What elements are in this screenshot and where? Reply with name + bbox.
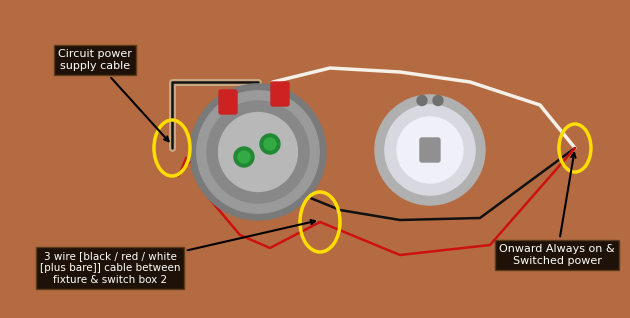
Circle shape [433, 95, 443, 106]
Circle shape [417, 95, 427, 106]
Circle shape [207, 101, 309, 203]
Polygon shape [178, 157, 190, 177]
Text: 3 wire [black / red / white
[plus bare]] cable between
fixture & switch box 2: 3 wire [black / red / white [plus bare]]… [40, 220, 315, 285]
Circle shape [385, 105, 475, 195]
FancyBboxPatch shape [271, 82, 289, 106]
Circle shape [219, 113, 297, 191]
FancyBboxPatch shape [219, 90, 237, 114]
Circle shape [375, 95, 485, 205]
Circle shape [397, 117, 463, 183]
Text: Circuit power
supply cable: Circuit power supply cable [58, 49, 169, 141]
Circle shape [197, 91, 319, 213]
Circle shape [260, 134, 280, 154]
Circle shape [190, 84, 326, 220]
FancyBboxPatch shape [420, 138, 440, 162]
Circle shape [264, 138, 276, 150]
Circle shape [234, 147, 254, 167]
Circle shape [238, 151, 250, 163]
Text: Onward Always on &
Switched power: Onward Always on & Switched power [499, 153, 615, 266]
